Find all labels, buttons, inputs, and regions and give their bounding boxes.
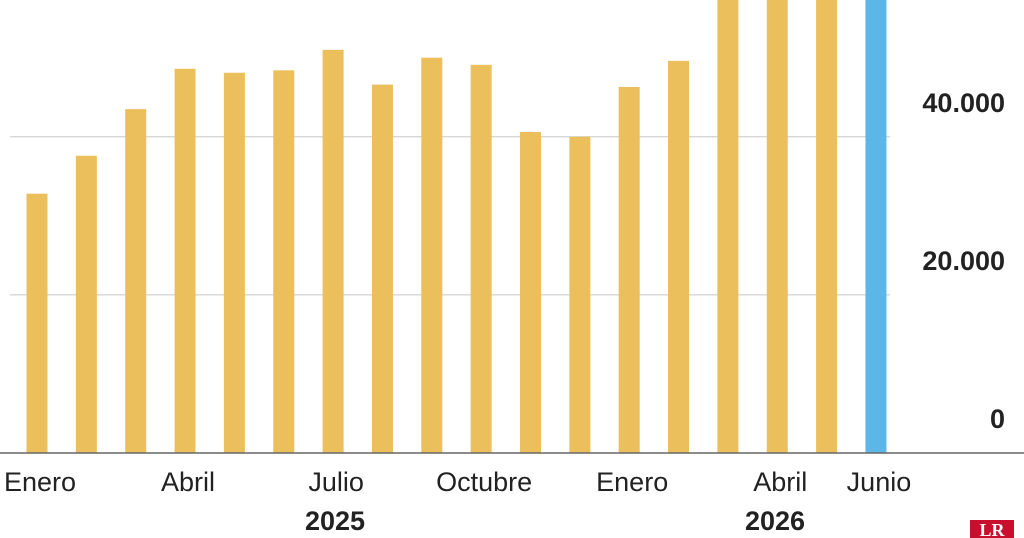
bar — [421, 57, 443, 454]
bar — [223, 72, 245, 454]
bar — [371, 84, 393, 454]
bar — [569, 136, 591, 453]
y-tick-label: 40.000 — [922, 88, 1005, 118]
x-tick-label: Enero — [4, 467, 76, 497]
bar — [520, 132, 541, 453]
bar — [273, 70, 295, 453]
x-tick-label: Octubre — [436, 467, 532, 497]
x-tick-label: Abril — [161, 467, 215, 497]
bar — [470, 64, 492, 454]
bar — [322, 49, 344, 454]
y-tick-label: 0 — [990, 404, 1005, 434]
x-tick-label: Julio — [308, 467, 364, 497]
bar — [618, 86, 640, 453]
bar — [816, 0, 838, 453]
bar — [668, 60, 690, 454]
x-tick-label: Abril — [753, 467, 807, 497]
x-tick-label: Junio — [847, 467, 912, 497]
bar — [717, 0, 739, 453]
bar — [174, 68, 196, 454]
logo — [970, 520, 1014, 538]
year-label: 2026 — [745, 506, 805, 536]
bar — [26, 193, 48, 453]
logo-text: LR — [979, 520, 1005, 538]
bar — [75, 155, 97, 453]
y-tick-label: 20.000 — [922, 246, 1005, 276]
bar — [865, 0, 887, 453]
bar — [766, 0, 788, 453]
bar — [125, 109, 147, 453]
x-tick-label: Enero — [596, 467, 668, 497]
year-label: 2025 — [305, 506, 365, 536]
